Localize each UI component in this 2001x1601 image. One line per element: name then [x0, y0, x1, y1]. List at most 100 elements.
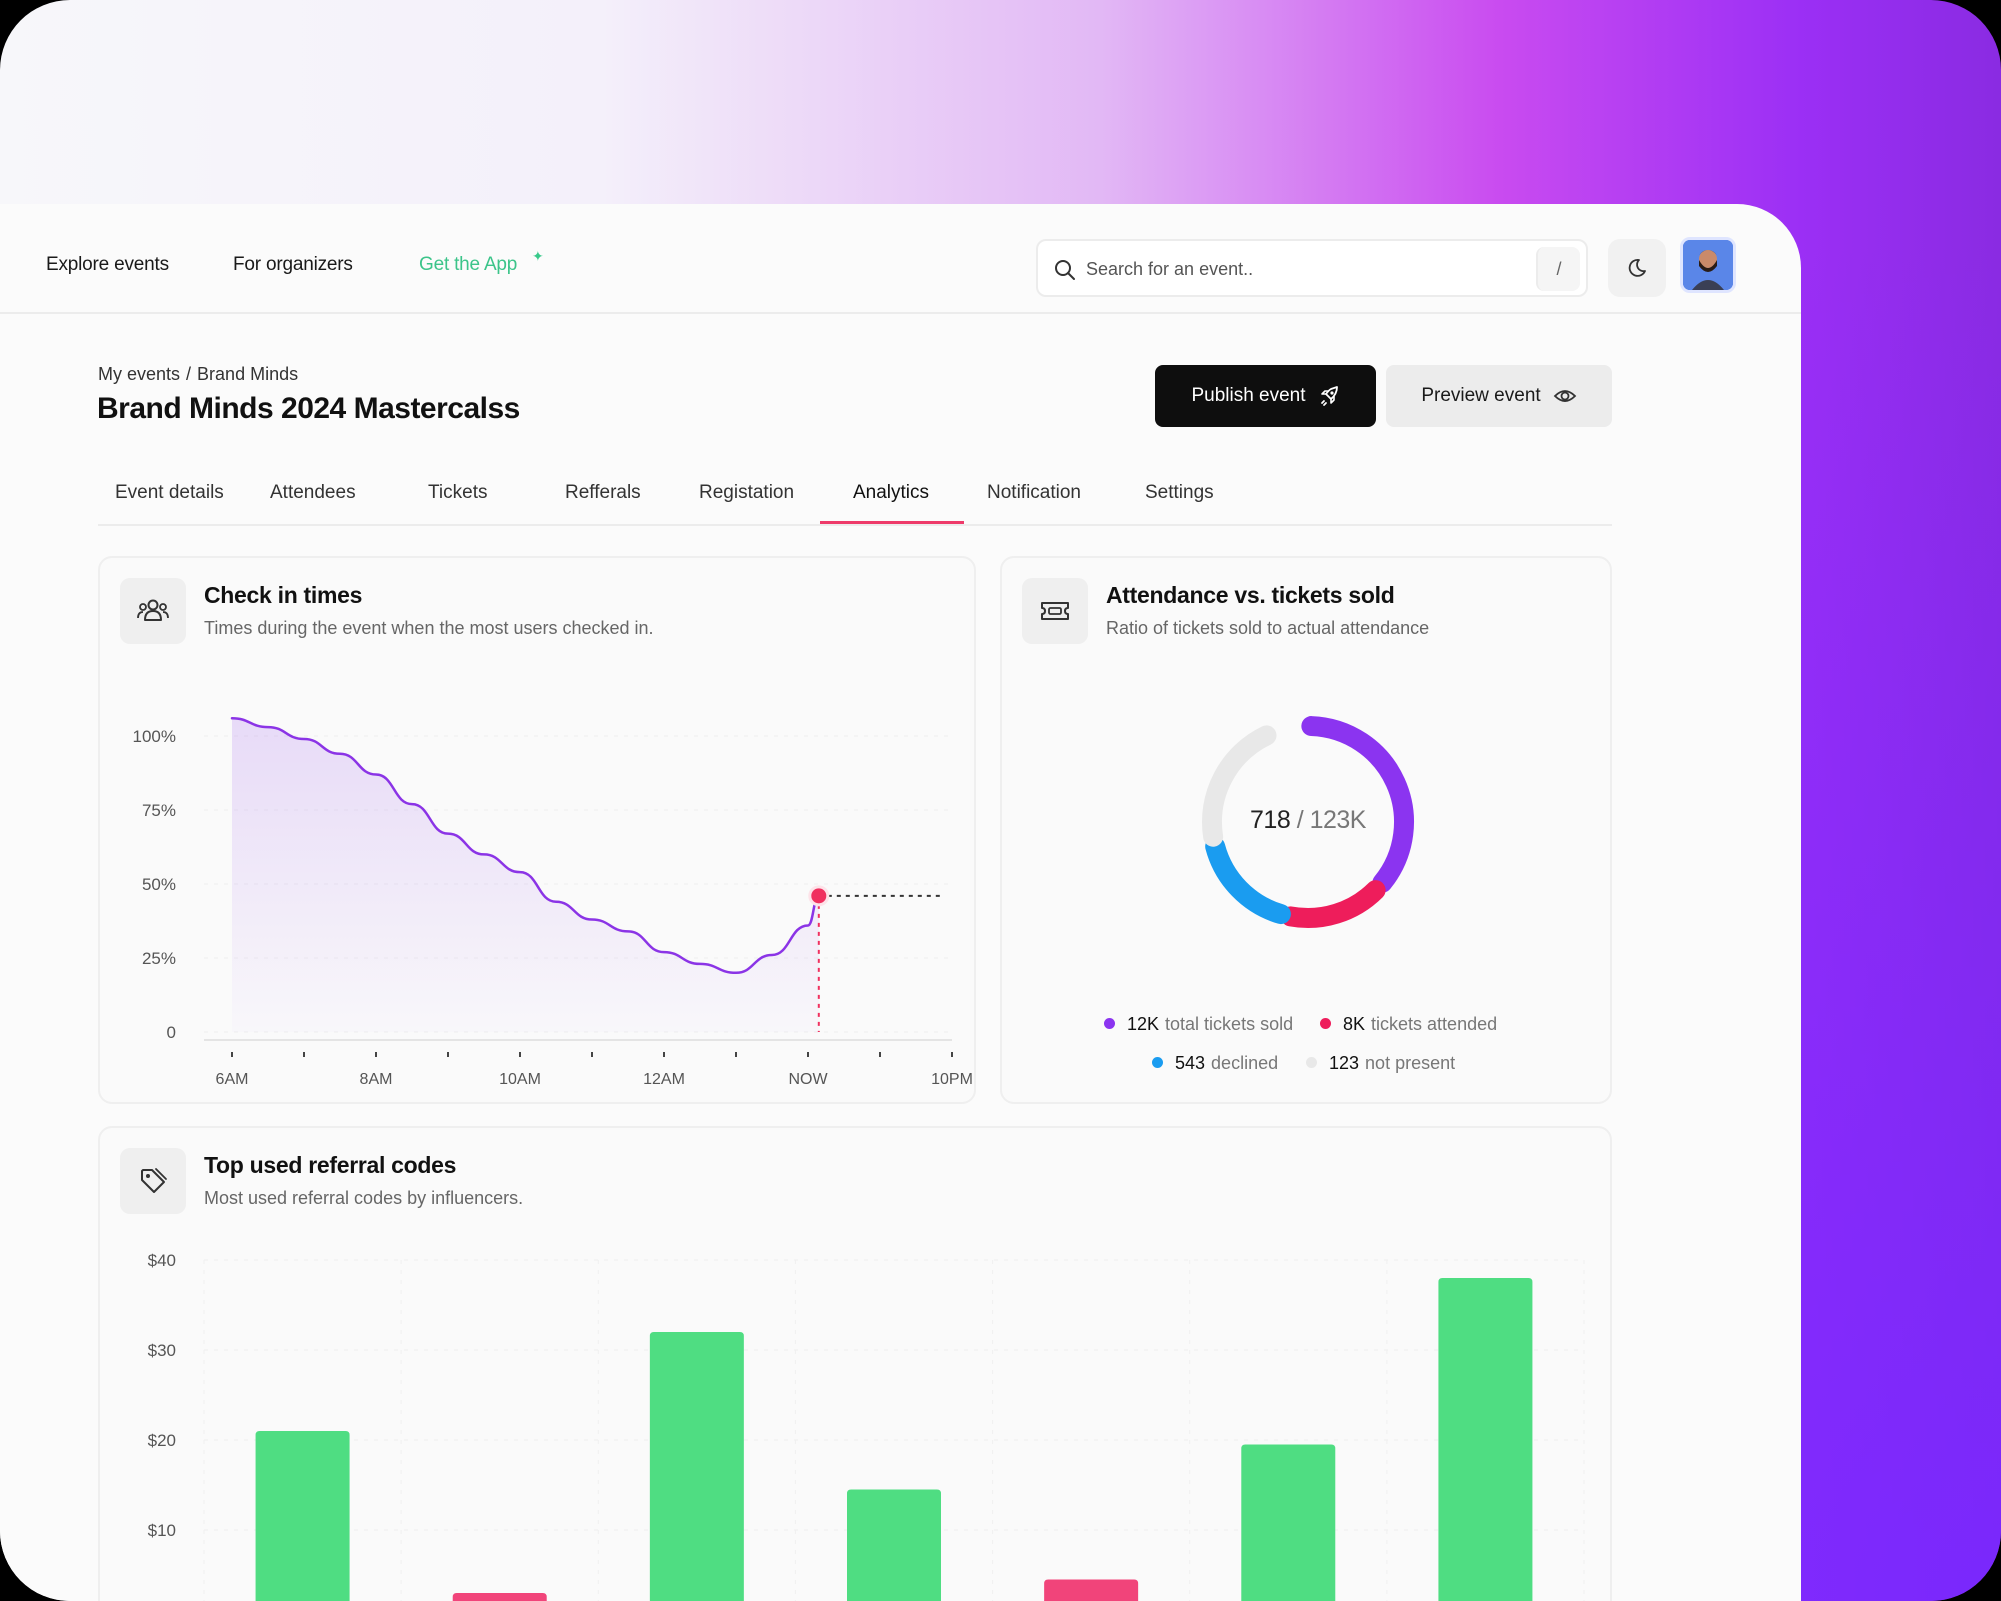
tab-attendees[interactable]: Attendees — [270, 482, 356, 503]
legend-value: 12K — [1127, 1014, 1160, 1034]
legend-item: 123 not present — [1306, 1053, 1455, 1074]
tab-tickets[interactable]: Tickets — [428, 482, 488, 503]
legend-label: declined — [1211, 1053, 1279, 1073]
x-tick-label: 6AM — [216, 1071, 249, 1088]
ticket-icon — [1041, 602, 1069, 620]
tab-event-details[interactable]: Event details — [115, 482, 224, 503]
bar — [452, 1593, 547, 1601]
tab-refferals[interactable]: Refferals — [565, 482, 641, 503]
tag-icon — [141, 1168, 167, 1193]
top-nav: Explore events For organizers Get the Ap… — [0, 204, 1801, 314]
user-avatar-icon — [1683, 240, 1733, 290]
x-tick-label: 12AM — [643, 1071, 685, 1088]
x-tick-label: 10AM — [499, 1071, 541, 1088]
legend-swatch — [1152, 1057, 1163, 1068]
sparkle-icon: ✦ — [532, 248, 544, 264]
attendance-donut-chart — [1202, 716, 1414, 928]
card-icon-box — [120, 1148, 186, 1214]
search-icon — [1055, 260, 1075, 280]
donut-segment — [1301, 716, 1414, 893]
checkin-times-card: Check in times Times during the event wh… — [98, 556, 976, 1104]
attendance-subtitle: Ratio of tickets sold to actual attendan… — [1106, 618, 1430, 638]
tab-registation[interactable]: Registation — [699, 482, 795, 503]
checkin-line-chart: 100% 75% 50% 25% 0 6AM 8AM 10AM 12AM NOW 10PM — [133, 716, 973, 1088]
x-tick-label: 10PM — [931, 1071, 973, 1088]
preview-event-button[interactable]: Preview event — [1386, 365, 1612, 427]
nav-explore-events[interactable]: Explore events — [46, 254, 169, 275]
tab-notification[interactable]: Notification — [987, 482, 1081, 503]
legend-label: total tickets sold — [1165, 1014, 1294, 1034]
y-tick-label: $20 — [148, 1431, 176, 1450]
legend-value: 543 — [1175, 1053, 1206, 1073]
y-tick-label: 75% — [142, 801, 176, 820]
page-title: Brand Minds 2024 Mastercalss — [97, 392, 520, 425]
publish-event-label: Publish event — [1191, 385, 1306, 406]
active-tab-indicator — [820, 521, 964, 524]
area-fill — [232, 718, 819, 1032]
tab-analytics[interactable]: Analytics — [853, 482, 930, 503]
donut-segment — [1202, 725, 1277, 847]
referral-bar-chart: $40$30$20$10$0 — [148, 1251, 1585, 1601]
breadcrumb-my-events[interactable]: My events — [98, 364, 181, 384]
legend-swatch — [1320, 1018, 1331, 1029]
dark-mode-toggle[interactable] — [1608, 239, 1666, 297]
legend-swatch — [1306, 1057, 1317, 1068]
breadcrumb: My events / Brand Minds — [98, 364, 298, 385]
search-bar[interactable]: / — [1036, 239, 1588, 297]
app-window: Explore events For organizers Get the Ap… — [0, 204, 1801, 1601]
donut-attended-value: 718 — [1250, 806, 1291, 834]
y-tick-label: 25% — [142, 949, 176, 968]
bar — [1241, 1444, 1336, 1601]
search-shortcut-key: / — [1536, 247, 1580, 291]
moon-icon — [1628, 259, 1646, 277]
bar — [847, 1489, 941, 1601]
search-input[interactable] — [1086, 255, 1506, 283]
y-tick-label: 50% — [142, 875, 176, 894]
rocket-icon — [1320, 386, 1338, 406]
referrals-subtitle: Most used referral codes by influencers. — [204, 1188, 524, 1208]
attendance-card: Attendance vs. tickets sold Ratio of tic… — [1000, 556, 1612, 1104]
eye-icon — [1553, 390, 1576, 402]
y-tick-label: $30 — [148, 1341, 176, 1360]
current-point-marker — [808, 885, 830, 907]
donut-separator: / — [1296, 806, 1304, 834]
y-tick-label: 100% — [133, 727, 176, 746]
bar — [1438, 1278, 1533, 1601]
bar — [1044, 1579, 1139, 1601]
donut-center-label: 718 / 123K — [1188, 806, 1428, 835]
preview-event-label: Preview event — [1421, 385, 1541, 406]
checkin-title: Check in times — [204, 582, 363, 608]
checkin-subtitle: Times during the event when the most use… — [204, 618, 654, 638]
x-tick-label: 8AM — [360, 1071, 393, 1088]
nav-get-the-app[interactable]: Get the App — [419, 254, 518, 275]
tab-settings[interactable]: Settings — [1145, 482, 1214, 503]
breadcrumb-separator: / — [186, 364, 192, 384]
y-tick-label: $10 — [148, 1521, 176, 1540]
publish-event-button[interactable]: Publish event — [1155, 365, 1376, 427]
series-line — [230, 716, 821, 975]
y-tick-label: 0 — [167, 1023, 176, 1042]
referrals-title: Top used referral codes — [204, 1152, 457, 1178]
bar — [255, 1431, 350, 1601]
users-icon — [137, 599, 169, 621]
legend-item: 8K tickets attended — [1320, 1014, 1497, 1035]
donut-total-value: 123K — [1309, 806, 1367, 834]
event-tabs: Event details Attendees Tickets Refferal… — [98, 470, 1612, 526]
legend-label: tickets attended — [1371, 1014, 1498, 1034]
legend-item: 543 declined — [1152, 1053, 1278, 1074]
nav-for-organizers[interactable]: For organizers — [233, 254, 353, 275]
y-tick-label: $40 — [148, 1251, 176, 1270]
donut-segment — [1205, 836, 1291, 925]
legend-item: 12K total tickets sold — [1104, 1014, 1293, 1035]
x-tick-label: NOW — [788, 1071, 828, 1088]
card-icon-box — [1022, 578, 1088, 644]
donut-segment — [1280, 880, 1386, 928]
breadcrumb-brand-minds[interactable]: Brand Minds — [197, 364, 299, 384]
legend-value: 123 — [1329, 1053, 1360, 1073]
legend-value: 8K — [1343, 1014, 1366, 1034]
avatar[interactable] — [1680, 237, 1736, 293]
bar — [649, 1332, 744, 1601]
legend-label: not present — [1365, 1053, 1456, 1073]
attendance-title: Attendance vs. tickets sold — [1106, 582, 1395, 608]
